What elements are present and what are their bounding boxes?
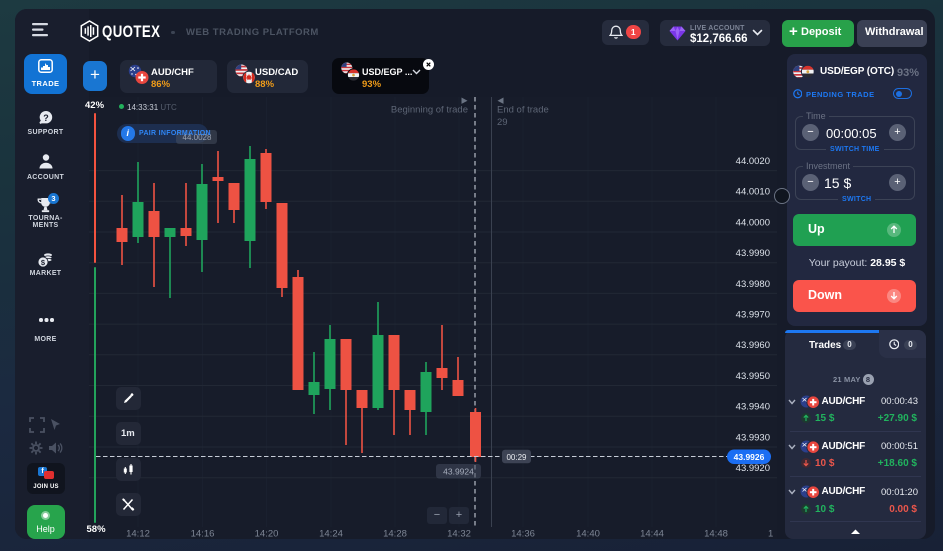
svg-text:43.9960: 43.9960 bbox=[736, 340, 770, 351]
svg-text:43.9980: 43.9980 bbox=[736, 279, 770, 290]
svg-text:14:44: 14:44 bbox=[640, 529, 664, 540]
svg-text:Beginning of trade: Beginning of trade bbox=[391, 105, 468, 116]
svg-text:14:28: 14:28 bbox=[383, 529, 407, 540]
svg-text:00:29: 00:29 bbox=[506, 453, 527, 462]
svg-text:43.9970: 43.9970 bbox=[736, 310, 770, 321]
svg-text:?: ? bbox=[43, 113, 49, 123]
svg-text:43.9924: 43.9924 bbox=[443, 467, 474, 477]
svg-text:$: $ bbox=[41, 258, 46, 267]
svg-text:14:40: 14:40 bbox=[576, 529, 600, 540]
svg-text:End of trade: End of trade bbox=[497, 105, 549, 116]
svg-text:14:24: 14:24 bbox=[319, 529, 343, 540]
svg-text:44.0000: 44.0000 bbox=[736, 217, 770, 228]
svg-text:43.9930: 43.9930 bbox=[736, 432, 770, 443]
svg-text:14:48: 14:48 bbox=[704, 529, 728, 540]
svg-text:14:36: 14:36 bbox=[511, 529, 535, 540]
svg-text:43.9990: 43.9990 bbox=[736, 248, 770, 259]
svg-text:43.9920: 43.9920 bbox=[736, 463, 770, 474]
svg-text:44.0010: 44.0010 bbox=[736, 187, 770, 198]
svg-text:43.9926: 43.9926 bbox=[734, 452, 765, 462]
svg-text:14:12: 14:12 bbox=[126, 529, 150, 540]
svg-text:14:16: 14:16 bbox=[191, 529, 215, 540]
svg-text:14:20: 14:20 bbox=[255, 529, 279, 540]
svg-text:29: 29 bbox=[497, 117, 508, 128]
svg-text:43.9950: 43.9950 bbox=[736, 371, 770, 382]
svg-text:14:32: 14:32 bbox=[447, 529, 471, 540]
svg-text:1: 1 bbox=[768, 529, 773, 540]
svg-text:44.0020: 44.0020 bbox=[736, 156, 770, 167]
svg-text:43.9940: 43.9940 bbox=[736, 402, 770, 413]
